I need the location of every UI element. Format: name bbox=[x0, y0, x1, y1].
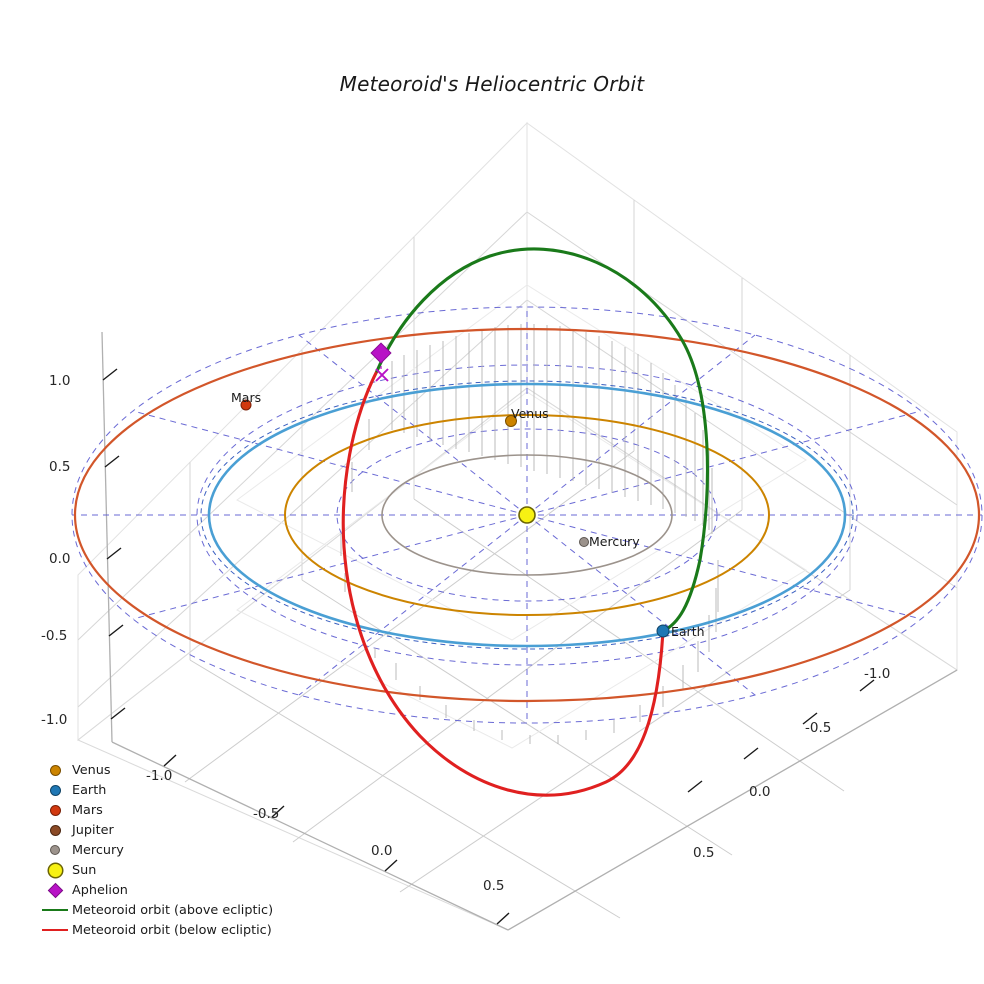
z-tick-label: 1.0 bbox=[49, 373, 71, 389]
venus-marker-icon bbox=[38, 760, 72, 780]
y-tick-label: -1.0 bbox=[864, 666, 891, 682]
y-tick-label: 0.5 bbox=[693, 845, 715, 861]
y-tick-label: -0.5 bbox=[805, 720, 832, 736]
legend-item-meteoroid-above[interactable]: Meteoroid orbit (above ecliptic) bbox=[38, 900, 286, 920]
y-tick-label: 0.0 bbox=[749, 784, 771, 800]
orbit-earth bbox=[200, 380, 854, 650]
x-tick-label: -1.0 bbox=[146, 768, 173, 784]
z-tick-label: -0.5 bbox=[41, 628, 68, 644]
line-key-green-icon bbox=[38, 900, 72, 920]
z-tick-label: 0.0 bbox=[49, 551, 71, 567]
line-key-red-icon bbox=[38, 920, 72, 940]
orbit-dropline-group bbox=[340, 324, 719, 744]
legend: Venus Earth Mars Jupiter Mercury bbox=[38, 760, 286, 940]
label-mercury: Mercury bbox=[589, 534, 640, 549]
aphelion-marker bbox=[370, 342, 392, 364]
legend-item-meteoroid-below[interactable]: Meteoroid orbit (below ecliptic) bbox=[38, 920, 286, 940]
legend-label: Meteoroid orbit (below ecliptic) bbox=[72, 922, 272, 938]
label-mars: Mars bbox=[231, 390, 262, 405]
marker-venus bbox=[505, 415, 517, 427]
mercury-marker-icon bbox=[38, 840, 72, 860]
earth-marker-icon bbox=[38, 780, 72, 800]
page-title: Meteoroid's Heliocentric Orbit bbox=[339, 72, 645, 96]
marker-mars bbox=[240, 399, 252, 411]
legend-item-venus[interactable]: Venus bbox=[38, 760, 286, 780]
x-tick-label: -0.5 bbox=[253, 806, 280, 822]
legend-item-aphelion[interactable]: Aphelion bbox=[38, 880, 286, 900]
orbit-mercury bbox=[381, 454, 673, 576]
legend-label: Meteoroid orbit (above ecliptic) bbox=[72, 902, 274, 918]
marker-earth bbox=[656, 624, 670, 638]
legend-label: Venus bbox=[72, 762, 111, 778]
legend-label: Mars bbox=[72, 802, 103, 818]
label-venus: Venus bbox=[511, 406, 549, 421]
x-tick-label: 0.5 bbox=[483, 878, 505, 894]
legend-item-mars[interactable]: Mars bbox=[38, 800, 286, 820]
legend-label: Jupiter bbox=[72, 822, 114, 838]
x-tick-label: 0.0 bbox=[371, 843, 393, 859]
polar-ecliptic-grid bbox=[71, 306, 983, 724]
orbit-mars bbox=[73, 327, 981, 703]
legend-label: Earth bbox=[72, 782, 107, 798]
mars-marker-icon bbox=[38, 800, 72, 820]
axes-pane-back-left bbox=[77, 121, 528, 742]
orbit-venus bbox=[284, 414, 770, 616]
legend-item-earth[interactable]: Earth bbox=[38, 780, 286, 800]
diamond-marker-icon bbox=[38, 880, 72, 900]
axis-ticks bbox=[102, 368, 875, 925]
legend-item-jupiter[interactable]: Jupiter bbox=[38, 820, 286, 840]
legend-item-sun[interactable]: Sun bbox=[38, 860, 286, 880]
meteoroid-orbit-below-ecliptic bbox=[341, 369, 665, 797]
sun-marker-icon bbox=[38, 860, 72, 880]
legend-label: Sun bbox=[72, 862, 97, 878]
jupiter-marker-icon bbox=[38, 820, 72, 840]
legend-item-mercury[interactable]: Mercury bbox=[38, 840, 286, 860]
marker-mercury bbox=[579, 537, 589, 547]
axes-pane-back-right bbox=[526, 122, 958, 671]
z-tick-label: -1.0 bbox=[41, 712, 68, 728]
meteoroid-orbit-above-ecliptic bbox=[375, 247, 710, 633]
z-tick-label: 0.5 bbox=[49, 459, 71, 475]
marker-sun bbox=[518, 506, 536, 524]
legend-label: Mercury bbox=[72, 842, 124, 858]
aphelion-projection-x-icon bbox=[375, 368, 389, 382]
axis-spines bbox=[101, 331, 958, 931]
legend-label: Aphelion bbox=[72, 882, 128, 898]
label-earth: Earth bbox=[671, 624, 705, 639]
